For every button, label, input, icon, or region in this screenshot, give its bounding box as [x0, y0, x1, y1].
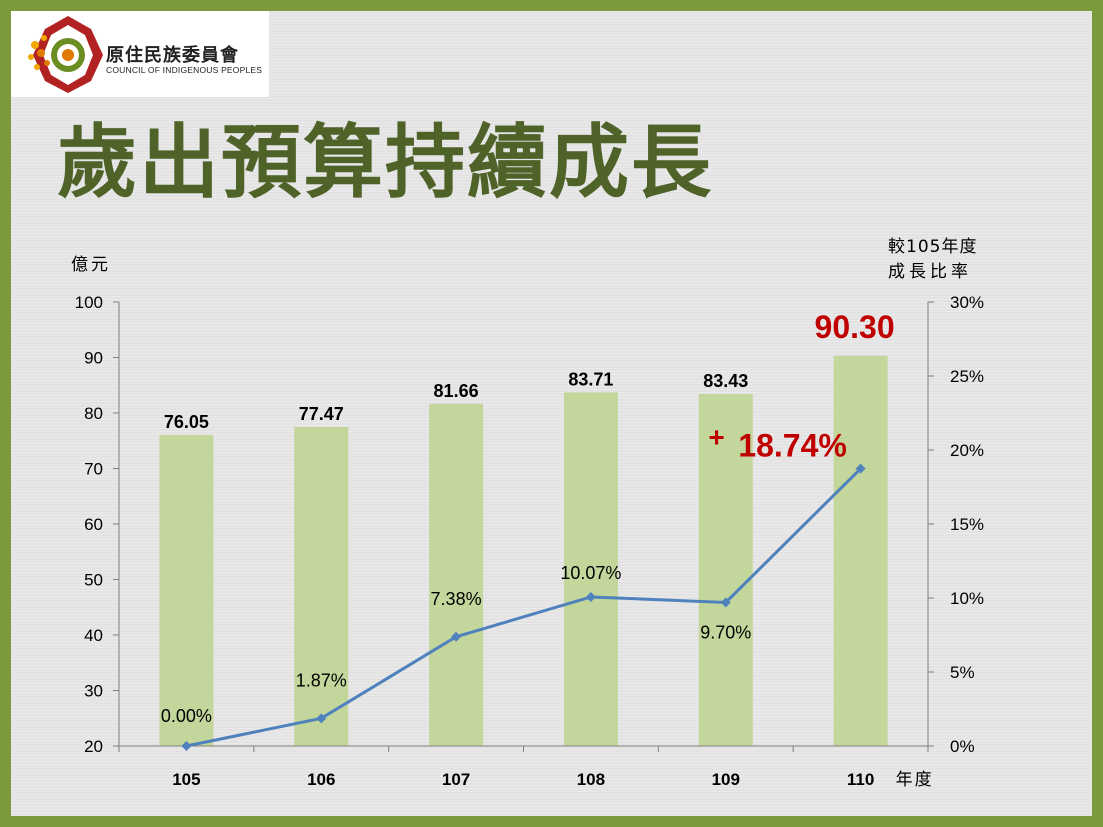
left-axis-title: 億元: [71, 255, 111, 275]
x-tick-label: 109: [712, 770, 740, 789]
right-tick-label: 10%: [950, 589, 984, 608]
bar-value-label: 77.47: [299, 404, 344, 424]
growth-rate-label: 9.70%: [700, 622, 751, 642]
right-tick-label: 15%: [950, 515, 984, 534]
bar-value-label-highlight: 90.30: [815, 309, 895, 345]
growth-rate-label: 7.38%: [431, 589, 482, 609]
growth-rate-label-highlight: 18.74%: [738, 428, 847, 464]
right-axis-title-line2: 成長比率: [888, 262, 972, 282]
bar-107: [429, 403, 484, 746]
growth-plus-sign: +: [708, 422, 724, 453]
left-tick-label: 90: [84, 349, 103, 368]
bar-value-label: 83.71: [568, 369, 613, 389]
left-tick-label: 40: [84, 626, 103, 645]
left-tick-label: 100: [75, 293, 103, 312]
growth-rate-label: 10.07%: [560, 563, 621, 583]
bar-110: [833, 355, 888, 746]
growth-rate-marker: [181, 741, 192, 751]
left-tick-label: 60: [84, 515, 103, 534]
logo-area: 原住民族委員會 COUNCIL OF INDIGENOUS PEOPLES: [11, 11, 269, 97]
growth-rate-marker: [585, 591, 596, 602]
left-tick-label: 20: [84, 737, 103, 756]
growth-rate-label: 0.00%: [161, 706, 212, 726]
left-tick-label: 80: [84, 404, 103, 423]
growth-rate-marker: [855, 463, 866, 474]
budget-chart: 20 30 40 50 60 70 80 90 100 0% 5% 10% 15% 20% 25% 30% 10…: [71, 237, 984, 790]
right-axis-title-line1: 較105年度: [888, 237, 977, 257]
cip-logo-icon: [28, 16, 103, 93]
left-tick-label: 30: [84, 682, 103, 701]
growth-rate-line: [186, 467, 862, 748]
page-title: 歲出預算持續成長: [57, 116, 713, 209]
slide: 原住民族委員會 COUNCIL OF INDIGENOUS PEOPLES 歲出…: [11, 11, 1092, 816]
org-name-cn: 原住民族委員會: [106, 45, 239, 66]
bar-value-label: 83.43: [703, 371, 748, 391]
bar-value-label: 76.05: [164, 412, 209, 432]
growth-rate-marker: [720, 597, 731, 608]
x-tick-label: 108: [577, 770, 605, 789]
right-tick-label: 20%: [950, 441, 984, 460]
right-tick-label: 25%: [950, 367, 984, 386]
growth-rate-label: 1.87%: [296, 670, 347, 690]
bar-105: [159, 434, 214, 746]
bar-108: [563, 392, 618, 746]
bar-109: [698, 393, 753, 746]
x-tick-label: 110: [847, 770, 874, 789]
right-tick-label: 5%: [950, 663, 975, 682]
left-tick-label: 50: [84, 571, 103, 590]
bar-106: [294, 427, 349, 746]
x-unit-label: 年度: [896, 770, 934, 790]
bar-value-label: 81.66: [434, 381, 479, 401]
growth-rate-marker: [451, 631, 462, 642]
left-tick-label: 70: [84, 460, 103, 479]
x-tick-label: 105: [172, 770, 200, 789]
right-tick-label: 30%: [950, 293, 984, 312]
right-tick-label: 0%: [950, 737, 975, 756]
growth-rate-marker: [316, 713, 327, 724]
org-name-en: COUNCIL OF INDIGENOUS PEOPLES: [106, 65, 263, 75]
x-tick-label: 107: [442, 770, 470, 789]
x-tick-label: 106: [307, 770, 335, 789]
